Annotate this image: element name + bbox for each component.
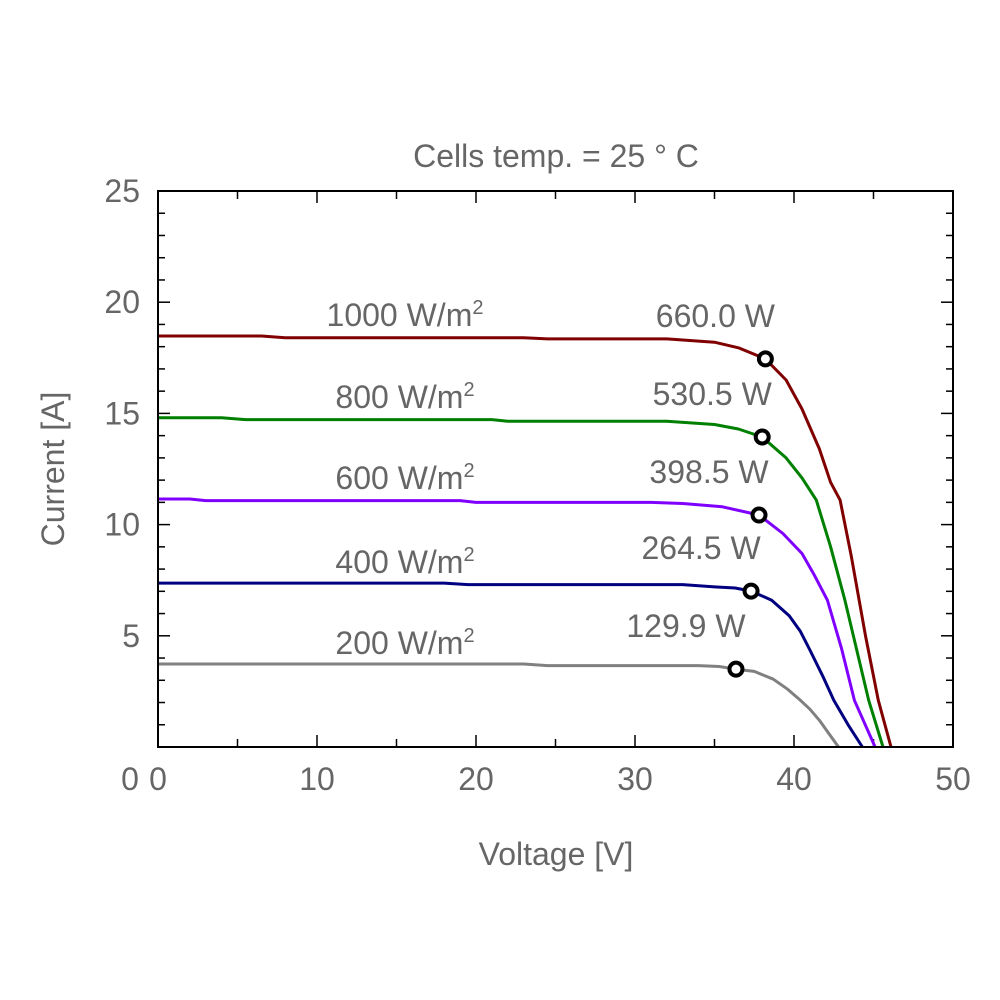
origin-tick-label: 0 xyxy=(121,761,139,797)
plot-frame xyxy=(157,190,954,748)
series-name: 200 W/m xyxy=(335,625,463,661)
y-tick-label: 10 xyxy=(104,507,140,543)
x-tick-label: 40 xyxy=(776,761,812,797)
x-axis-label: Voltage [V] xyxy=(479,836,634,872)
series-unit-superscript: 2 xyxy=(463,379,474,401)
mpp-power-label: 530.5 W xyxy=(653,376,773,412)
series-name: 600 W/m xyxy=(335,460,463,496)
y-tick-label: 25 xyxy=(104,173,140,209)
y-tick-label: 5 xyxy=(122,618,140,654)
series-name: 400 W/m xyxy=(335,544,463,580)
mpp-power-label: 660.0 W xyxy=(656,298,776,334)
series-line xyxy=(158,662,840,748)
x-tick-label: 50 xyxy=(935,761,971,797)
series-unit-superscript: 2 xyxy=(463,460,474,482)
x-tick-label: 0 xyxy=(149,761,167,797)
series-label: 600 W/m2 xyxy=(335,460,474,496)
mpp-marker xyxy=(727,660,745,678)
series-name: 800 W/m xyxy=(335,379,463,415)
y-axis-label: Current [A] xyxy=(35,392,71,547)
series-unit-superscript: 2 xyxy=(472,297,483,319)
series-label: 800 W/m2 xyxy=(335,379,474,415)
chart-title: Cells temp. = 25 ° C xyxy=(413,138,699,174)
mpp-marker xyxy=(753,428,771,446)
series-line xyxy=(158,581,864,748)
y-tick-label: 15 xyxy=(104,395,140,431)
mpp-marker xyxy=(742,582,760,600)
mpp-marker xyxy=(750,506,768,524)
x-tick-label: 10 xyxy=(299,761,335,797)
mpp-power-label: 398.5 W xyxy=(649,454,769,490)
mpp-power-label: 129.9 W xyxy=(626,608,746,644)
series-label: 200 W/m2 xyxy=(335,625,474,661)
series-unit-superscript: 2 xyxy=(463,544,474,566)
series-name: 1000 W/m xyxy=(327,297,473,333)
series-label: 1000 W/m2 xyxy=(327,297,484,333)
series-line xyxy=(158,497,877,748)
series-line xyxy=(158,334,893,748)
series-unit-superscript: 2 xyxy=(463,625,474,647)
x-tick-label: 30 xyxy=(617,761,653,797)
mpp-power-label: 264.5 W xyxy=(641,530,761,566)
x-tick-label: 20 xyxy=(458,761,494,797)
y-tick-label: 20 xyxy=(104,284,140,320)
mpp-marker xyxy=(756,350,774,368)
series-label: 400 W/m2 xyxy=(335,544,474,580)
